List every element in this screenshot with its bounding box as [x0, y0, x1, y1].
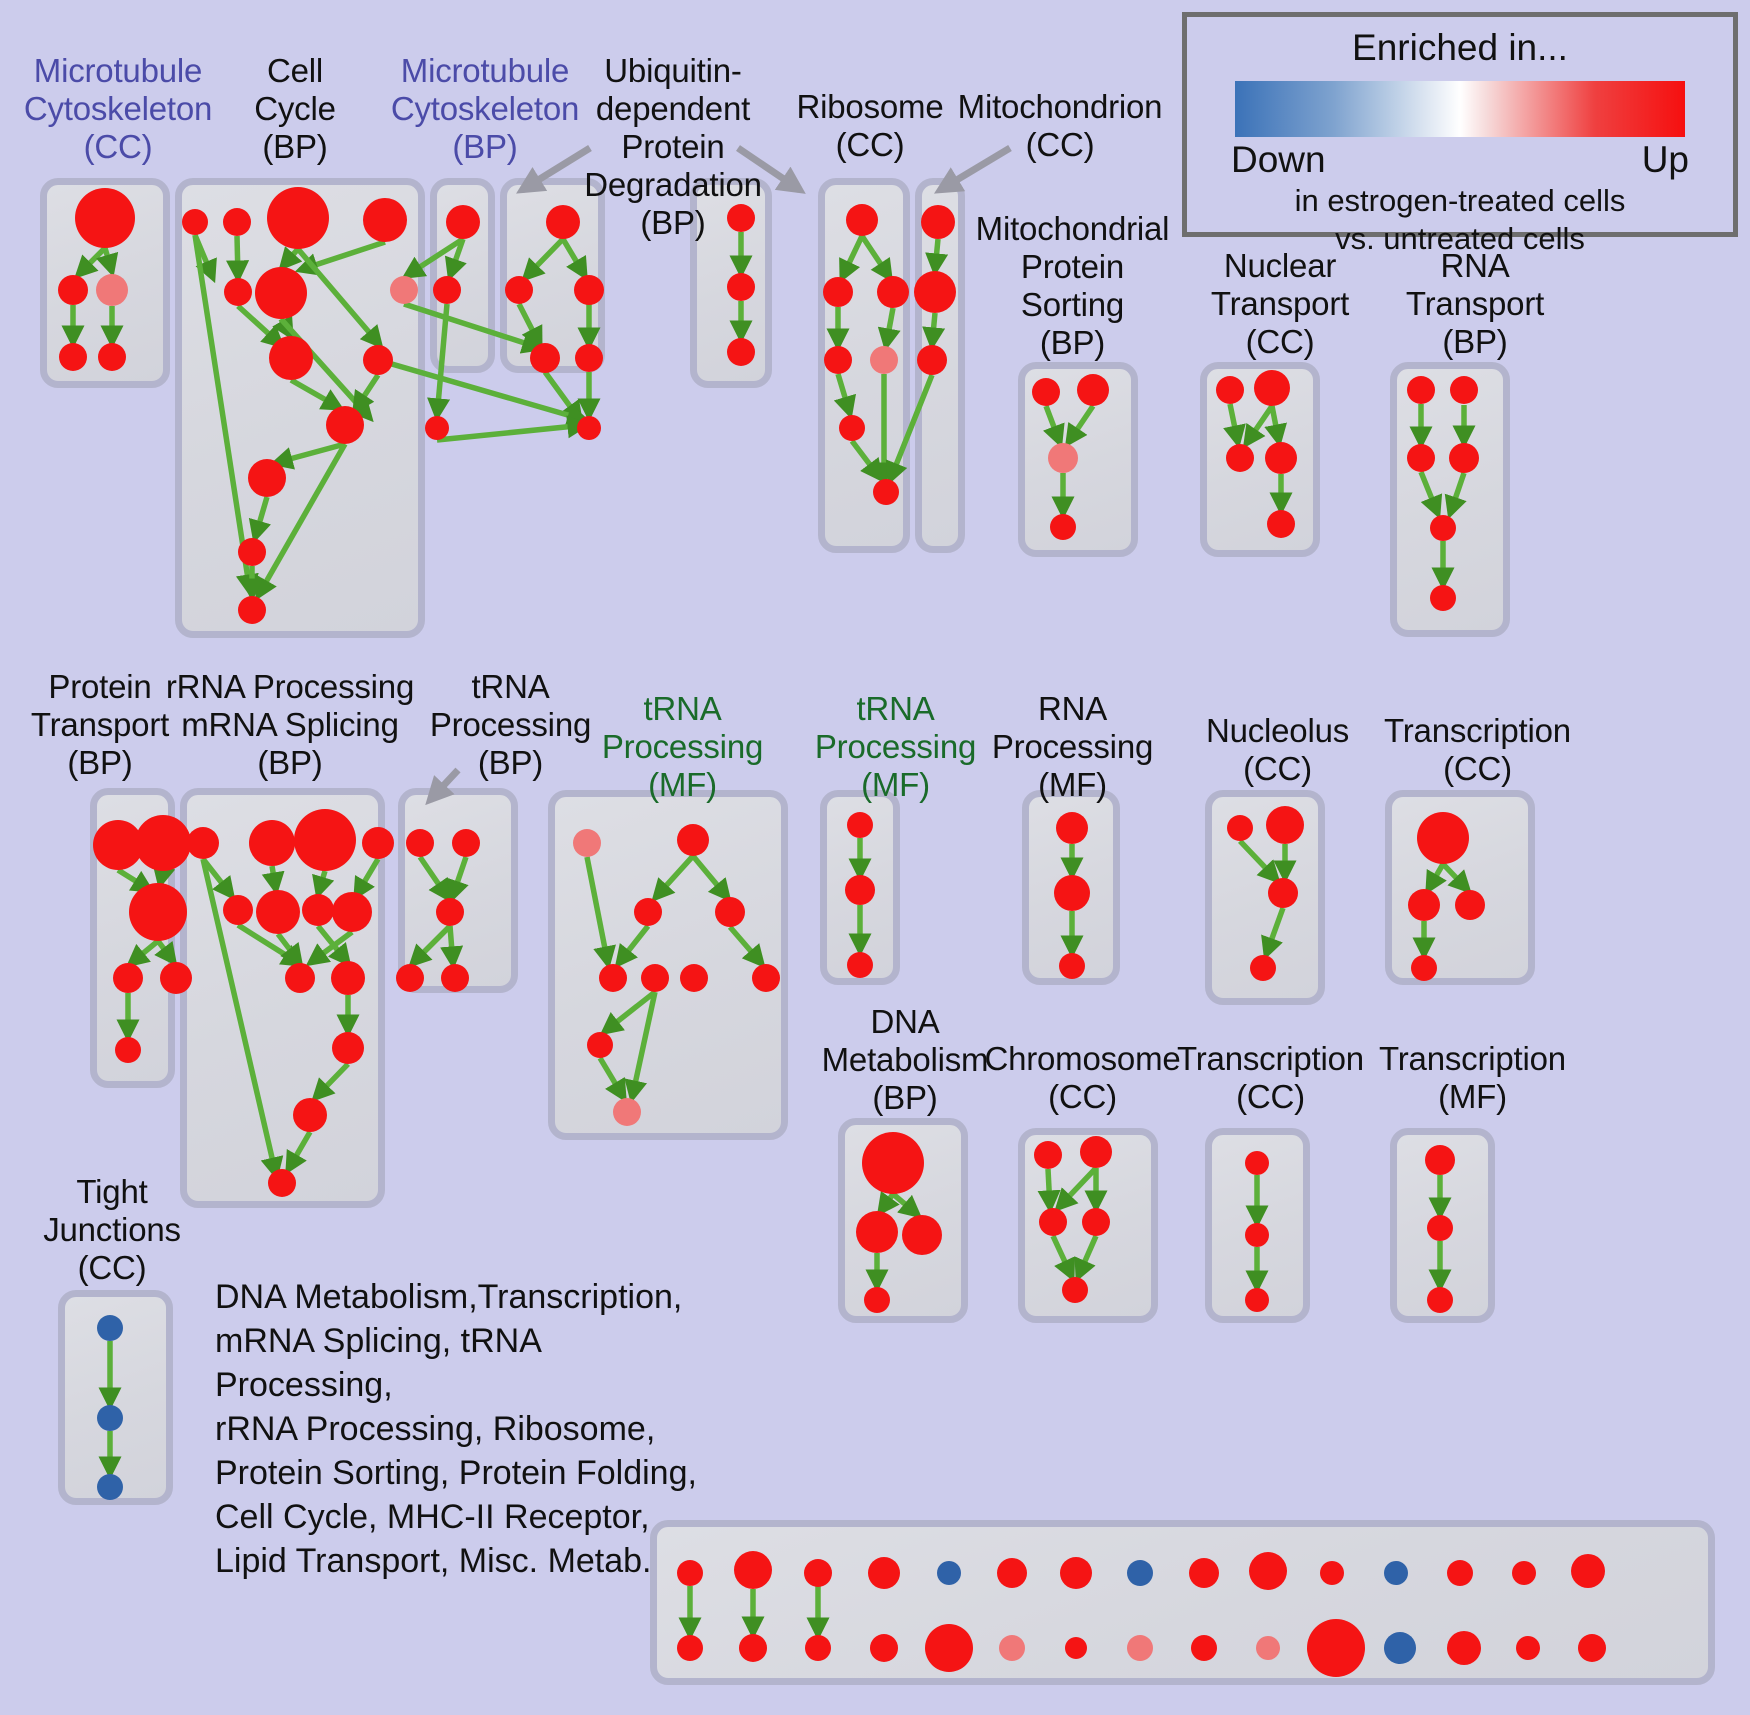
- label-microtubule-cytoskeleton-bp: Microtubule Cytoskeleton (BP): [390, 52, 580, 165]
- label-cell-cycle-bp: Cell Cycle (BP): [254, 52, 336, 165]
- network-node[interactable]: [577, 416, 601, 440]
- cluster-rna-processing: [1022, 790, 1120, 985]
- cluster-transcription-mf: [1390, 1128, 1495, 1323]
- cluster-ribosome: [818, 178, 910, 553]
- label-chromosome-cc: Chromosome (CC): [984, 1040, 1181, 1115]
- label-transcription-cc-top: Transcription (CC): [1384, 712, 1571, 787]
- cluster-trna-bp: [398, 788, 518, 993]
- label-dna-metabolism-bp: DNA Metabolism (BP): [821, 1003, 989, 1116]
- cluster-mito-sorting: [1018, 362, 1138, 557]
- label-rna-processing-mf: RNA Processing (MF): [991, 690, 1154, 803]
- cluster-transcription-cc: [1385, 790, 1535, 985]
- label-rna-transport-bp: RNA Transport (BP): [1405, 247, 1545, 360]
- label-trna-processing-mf-2: tRNA Processing (MF): [814, 690, 977, 803]
- cluster-dna-metabolism: [838, 1118, 968, 1323]
- cluster-trna-mf-1: [548, 790, 788, 1140]
- label-microtubule-cytoskeleton-cc: Microtubule Cytoskeleton (CC): [23, 52, 213, 165]
- label-mitochondrial-protein-sorting-bp: Mitochondrial Protein Sorting (BP): [975, 210, 1170, 361]
- label-ribosome-cc: Ribosome (CC): [796, 88, 944, 163]
- cluster-mitochondrion: [915, 178, 965, 553]
- label-ubiquitin-degradation-bp: Ubiquitin- dependent Protein Degradation…: [584, 52, 762, 241]
- label-rrna-mrna-splicing-bp: rRNA Processing mRNA Splicing (BP): [165, 668, 415, 781]
- legend-subtitle-line1: in estrogen-treated cells: [1294, 183, 1626, 218]
- legend-high-label: Up: [1641, 139, 1689, 180]
- label-transcription-cc-bottom: Transcription (CC): [1177, 1040, 1364, 1115]
- label-tight-junctions-cc: Tight Junctions (CC): [43, 1173, 181, 1286]
- cluster-trna-mf-2: [820, 790, 900, 985]
- network-node[interactable]: [425, 416, 449, 440]
- legend-low-label: Down: [1231, 139, 1326, 180]
- cluster-microtubule-cc: [40, 178, 170, 388]
- label-mitochondrion-cc: Mitochondrion (CC): [957, 88, 1163, 163]
- label-nucleolus-cc: Nucleolus (CC): [1205, 712, 1350, 787]
- legend-panel: Enriched in... Down Up in estrogen-treat…: [1182, 12, 1738, 256]
- cluster-chromosome: [1018, 1128, 1158, 1323]
- cluster-nuclear-transport: [1200, 362, 1320, 557]
- cluster-summary-strip: [650, 1520, 1715, 1685]
- label-protein-transport-bp: Protein Transport (BP): [30, 668, 170, 781]
- cluster-transcription-cc2: [1205, 1128, 1310, 1323]
- cluster-rrna-mrna: [180, 788, 385, 1208]
- legend-color-bar: [1235, 81, 1685, 137]
- label-trna-processing-bp: tRNA Processing (BP): [429, 668, 592, 781]
- network-edge: [436, 415, 591, 443]
- cluster-tight-junctions: [58, 1290, 173, 1505]
- cluster-rna-transport: [1390, 362, 1510, 637]
- label-transcription-mf: Transcription (MF): [1379, 1040, 1566, 1115]
- legend-title: Enriched in...: [1352, 27, 1568, 68]
- cluster-cell-cycle: [175, 178, 425, 638]
- summary-module-list: DNA Metabolism,Transcription, mRNA Splic…: [215, 1278, 697, 1580]
- label-trna-processing-mf-1: tRNA Processing (MF): [601, 690, 764, 803]
- legend-subtitle-line2: vs. untreated cells: [1335, 221, 1585, 256]
- label-nuclear-transport-cc: Nuclear Transport (CC): [1210, 247, 1350, 360]
- cluster-microtubule-bp: [430, 178, 495, 373]
- network-edge: [542, 370, 584, 425]
- cluster-nucleolus: [1205, 790, 1325, 1005]
- cluster-protein-transport: [90, 788, 175, 1088]
